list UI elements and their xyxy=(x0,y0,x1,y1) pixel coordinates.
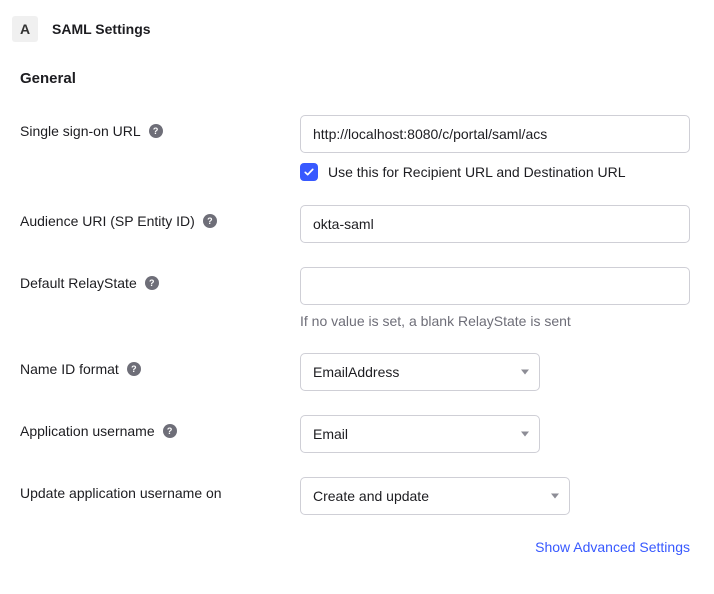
chevron-down-icon xyxy=(521,370,529,375)
use-for-recipient-label: Use this for Recipient URL and Destinati… xyxy=(328,164,626,180)
name-id-format-select[interactable]: EmailAddress xyxy=(300,353,540,391)
label-update-on: Update application username on xyxy=(20,485,222,501)
label-relay-state: Default RelayState xyxy=(20,275,137,291)
header-title: SAML Settings xyxy=(52,21,151,37)
sso-url-input[interactable] xyxy=(300,115,690,153)
section-title-general: General xyxy=(20,70,692,87)
check-icon xyxy=(303,166,315,178)
relay-state-hint: If no value is set, a blank RelayState i… xyxy=(300,313,692,329)
name-id-format-value: EmailAddress xyxy=(313,364,399,380)
help-icon[interactable]: ? xyxy=(163,424,177,438)
help-icon[interactable]: ? xyxy=(149,124,163,138)
step-badge: A xyxy=(12,16,38,42)
update-on-select[interactable]: Create and update xyxy=(300,477,570,515)
app-username-value: Email xyxy=(313,426,348,442)
row-update-on: Update application username on Create an… xyxy=(20,477,692,515)
row-relay-state: Default RelayState ? If no value is set,… xyxy=(20,267,692,329)
label-sso-url: Single sign-on URL xyxy=(20,123,141,139)
row-name-id-format: Name ID format ? EmailAddress xyxy=(20,353,692,391)
chevron-down-icon xyxy=(551,494,559,499)
label-name-id-format: Name ID format xyxy=(20,361,119,377)
help-icon[interactable]: ? xyxy=(127,362,141,376)
row-audience-uri: Audience URI (SP Entity ID) ? xyxy=(20,205,692,243)
row-app-username: Application username ? Email xyxy=(20,415,692,453)
header: A SAML Settings xyxy=(12,16,692,42)
label-app-username: Application username xyxy=(20,423,155,439)
label-audience-uri: Audience URI (SP Entity ID) xyxy=(20,213,195,229)
help-icon[interactable]: ? xyxy=(203,214,217,228)
help-icon[interactable]: ? xyxy=(145,276,159,290)
relay-state-input[interactable] xyxy=(300,267,690,305)
update-on-value: Create and update xyxy=(313,488,429,504)
app-username-select[interactable]: Email xyxy=(300,415,540,453)
chevron-down-icon xyxy=(521,432,529,437)
show-advanced-link[interactable]: Show Advanced Settings xyxy=(20,539,692,555)
row-sso-url: Single sign-on URL ? Use this for Recipi… xyxy=(20,115,692,181)
use-for-recipient-checkbox[interactable] xyxy=(300,163,318,181)
audience-uri-input[interactable] xyxy=(300,205,690,243)
